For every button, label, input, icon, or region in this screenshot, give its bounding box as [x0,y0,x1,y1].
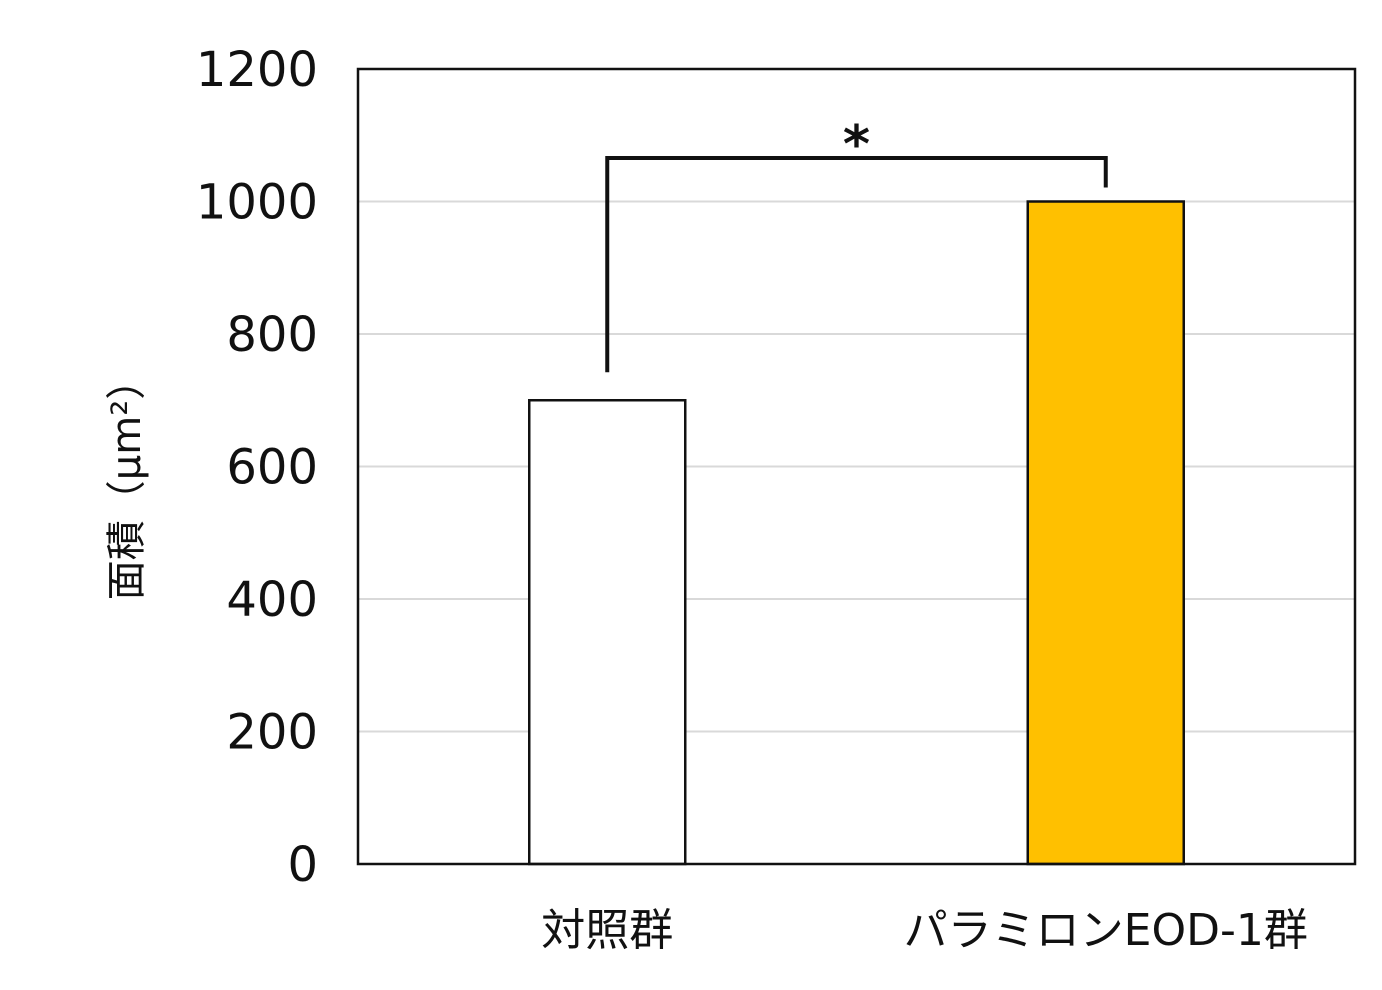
y-tick-label: 0 [287,837,318,893]
significance-star: * [843,115,870,175]
y-tick-label: 400 [226,572,318,628]
significance-annotation: * [605,115,1108,373]
y-tick-label: 600 [226,440,318,496]
plot-frame [356,67,1357,866]
bars [528,200,1185,866]
y-tick-label: 800 [226,307,318,363]
bar [1026,200,1185,866]
bar [528,399,687,866]
y-tick-labels: 0 200 400 600 800 1000 1200 [196,42,318,893]
y-tick-label: 1000 [196,175,318,231]
y-axis-label: 面積（μm²） [104,360,150,600]
y-tick-label: 200 [226,705,318,761]
x-tick-labels: 対照群 パラミロンEOD-1群 [541,905,1308,956]
significance-bracket [605,156,1108,373]
gridlines [358,200,1355,733]
x-tick-label: 対照群 [541,905,673,956]
y-tick-label: 1200 [196,42,318,98]
x-tick-label: パラミロンEOD-1群 [904,905,1308,956]
